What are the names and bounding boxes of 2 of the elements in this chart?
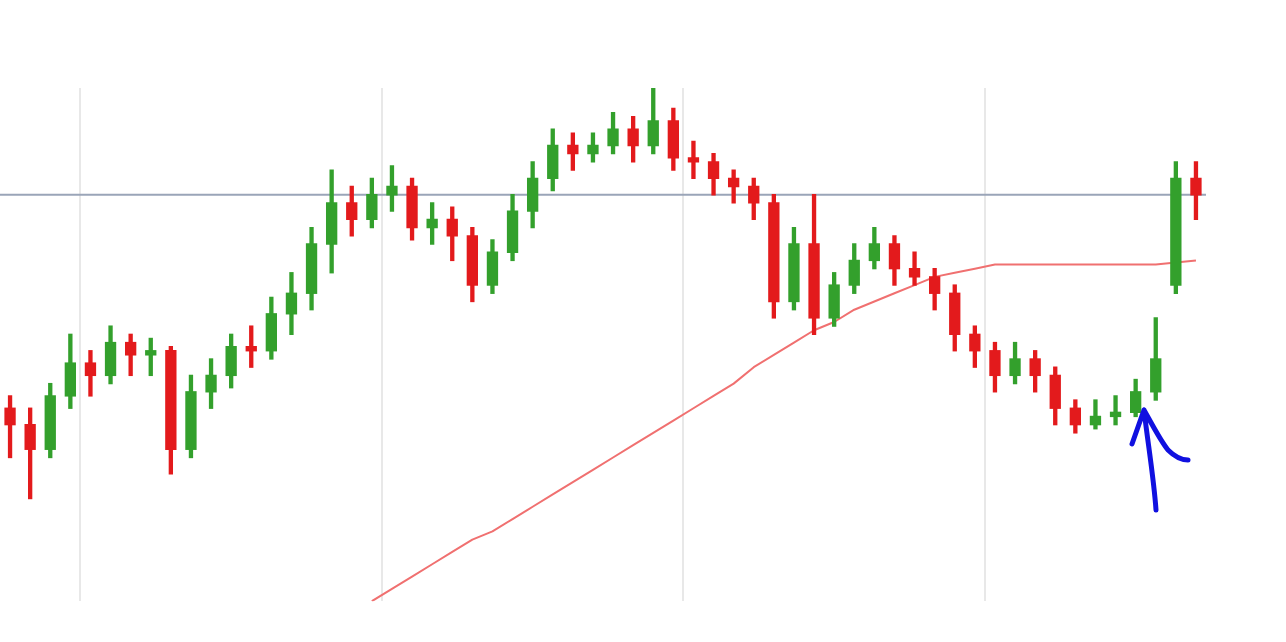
candlestick	[687, 140, 700, 179]
candlestick	[1109, 395, 1122, 426]
